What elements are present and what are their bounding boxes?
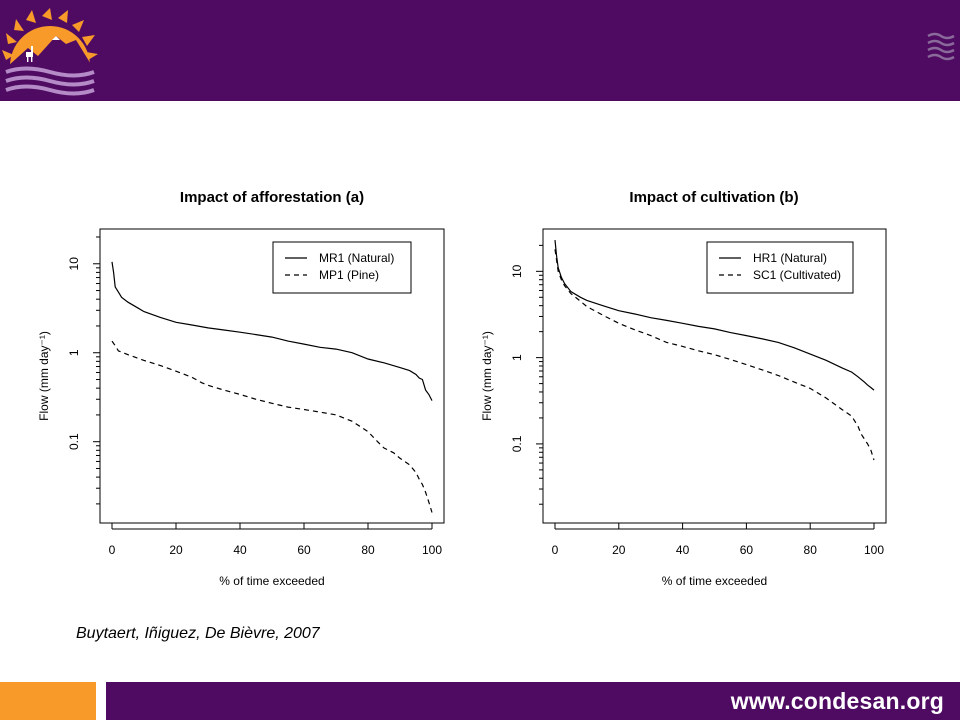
header-band: [0, 0, 960, 101]
chart2-y-axis-label: Flow (mm day⁻¹): [480, 331, 494, 421]
chart1-legend-label: MP1 (Pine): [319, 268, 379, 282]
chart1-y-tick-label: 1: [67, 349, 81, 356]
chart2-y-tick-label: 0.1: [510, 435, 524, 452]
chart2-title: Impact of cultivation (b): [629, 189, 798, 206]
citation-text: Buytaert, Iñiguez, De Bièvre, 2007: [76, 625, 320, 642]
chart2-x-tick-label: 60: [740, 543, 754, 557]
chart1-x-tick-label: 0: [109, 543, 116, 557]
chart2-series-line-2: [554, 249, 875, 461]
chart1-y-tick-label: 0.1: [67, 433, 81, 450]
wave-lines-icon: [927, 32, 955, 61]
chart1-x-tick-label: 80: [361, 543, 375, 557]
chart1-plot-frame: [99, 228, 445, 524]
chart1-y-axis-label: Flow (mm day⁻¹): [37, 331, 51, 421]
chart2-x-tick-label: 0: [552, 543, 559, 557]
chart1-legend-box: [272, 241, 412, 294]
footer-band: www.condesan.org: [106, 682, 960, 720]
footer-accent-block: [0, 682, 96, 720]
chart2-series-line-1: [554, 240, 875, 391]
chart1-series-line-2: [111, 340, 433, 513]
chart1-y-tick-label: 10: [67, 257, 81, 271]
chart1-x-tick-label: 40: [233, 543, 247, 557]
chart1-x-tick-label: 60: [297, 543, 311, 557]
site-url[interactable]: www.condesan.org: [730, 688, 944, 714]
chart2-x-tick-label: 80: [804, 543, 818, 557]
chart1-x-tick-label: 100: [422, 543, 442, 557]
chart2-legend-box: [706, 241, 854, 294]
chart2-legend-label: HR1 (Natural): [753, 251, 827, 265]
chart1-x-tick-label: 20: [169, 543, 183, 557]
chart2-x-tick-label: 40: [676, 543, 690, 557]
chart2-x-axis-label: % of time exceeded: [662, 574, 767, 588]
chart2-legend-label: SC1 (Cultivated): [753, 268, 841, 282]
chart2-y-tick-label: 1: [510, 354, 524, 361]
chart1-title: Impact of afforestation (a): [180, 189, 364, 206]
chart2-plot-frame: [542, 228, 887, 524]
sun-mountains-llama-logo: [2, 8, 98, 96]
chart2-y-tick-label: 10: [510, 264, 524, 278]
chart2-x-tick-label: 20: [612, 543, 626, 557]
chart1-legend-label: MR1 (Natural): [319, 251, 394, 265]
chart1-series-line-1: [111, 261, 433, 401]
chart2-x-tick-label: 100: [864, 543, 884, 557]
chart1-x-axis-label: % of time exceeded: [219, 574, 324, 588]
